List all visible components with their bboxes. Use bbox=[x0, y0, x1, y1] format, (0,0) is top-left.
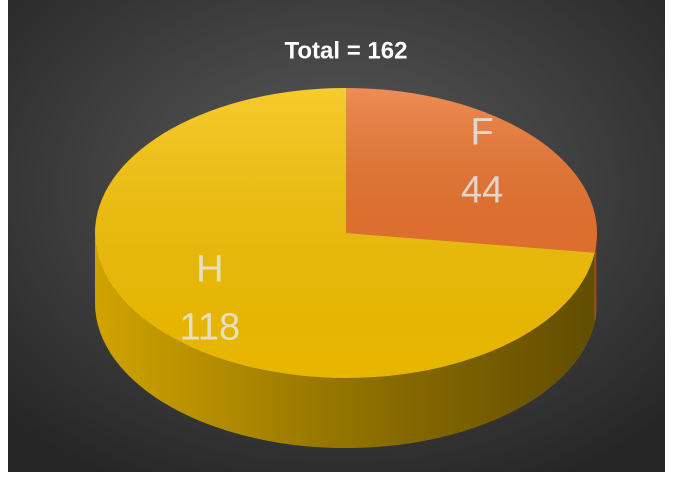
chart-title: Total = 162 bbox=[285, 37, 408, 64]
pie-side-shade bbox=[95, 233, 595, 448]
slice-value: 44 bbox=[461, 169, 503, 211]
pie: F 44 H 118 bbox=[95, 87, 597, 448]
pie-side-shade bbox=[594, 233, 597, 323]
pie-slice-gloss bbox=[346, 88, 597, 253]
slice-label: F bbox=[471, 111, 494, 153]
pie-slice-gloss bbox=[95, 87, 595, 379]
slice-value: 118 bbox=[180, 307, 241, 349]
slice-label: H bbox=[196, 249, 223, 291]
